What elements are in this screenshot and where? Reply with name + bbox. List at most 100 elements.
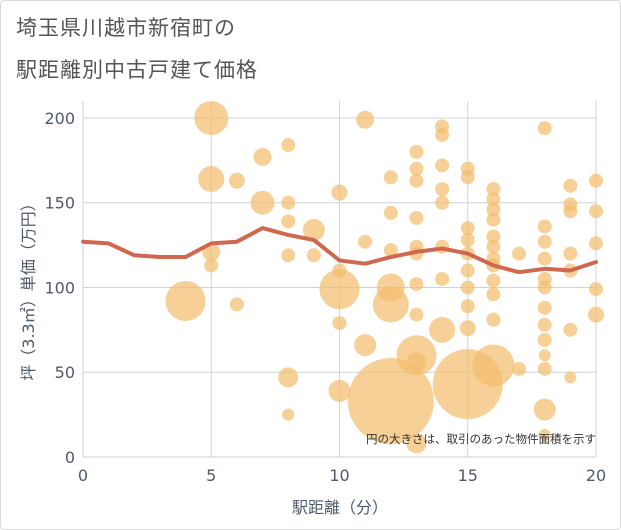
bubble-point: [537, 234, 552, 249]
bubble-point: [253, 147, 272, 166]
bubble-point: [460, 161, 475, 176]
chart-title-line1: 埼玉県川越市新宿町の: [16, 16, 236, 40]
bubble-point: [537, 272, 552, 286]
x-tick-label: 5: [206, 466, 216, 485]
bubble-point: [347, 358, 434, 445]
bubble-point: [409, 144, 424, 159]
bubble-point: [319, 269, 360, 310]
bubble-point: [537, 333, 552, 348]
bubble-point: [332, 263, 347, 278]
average-line-group: [81, 226, 598, 275]
bubble-point: [435, 195, 450, 210]
bubble-point: [589, 204, 603, 219]
bubble-point: [460, 221, 475, 236]
bubble-point: [486, 287, 501, 302]
bubble-point: [537, 219, 552, 234]
bubble-point: [537, 361, 552, 376]
bubble-point: [328, 379, 351, 402]
bubble-point: [331, 184, 348, 201]
bubble-point: [278, 367, 299, 388]
bubble-point: [537, 317, 552, 332]
y-tick-label: 0: [65, 448, 75, 467]
bubble-point: [332, 316, 347, 331]
bubble-point: [435, 182, 450, 197]
bubble-point: [563, 246, 578, 261]
bubble-point: [486, 202, 501, 217]
y-tick-label: 100: [44, 278, 75, 297]
bubble-point: [589, 236, 603, 251]
bubble-point: [409, 307, 424, 322]
y-axis-label: 坪（3.3㎡）単価（万円）: [19, 195, 38, 380]
x-axis-label: 駅距離（分）: [292, 498, 388, 517]
bubble-point: [538, 428, 551, 441]
bubble-point: [409, 210, 424, 225]
bubble-point: [460, 263, 475, 278]
bubble-point: [589, 173, 603, 188]
bubble-point: [281, 214, 296, 229]
bubble-point: [306, 248, 321, 263]
bubble-point: [460, 299, 475, 314]
bubble-point: [406, 352, 427, 373]
bubble-point: [409, 161, 424, 176]
bubble-point: [460, 280, 475, 295]
bubble-point: [460, 233, 475, 248]
bubble-point: [204, 258, 219, 273]
bubble-point: [459, 320, 476, 337]
bubble-point: [563, 197, 578, 212]
bubble-point: [486, 273, 501, 288]
bubble-point: [435, 158, 450, 173]
bubble-point: [281, 248, 296, 263]
bubble-point: [589, 282, 603, 297]
y-tick-label: 200: [44, 109, 75, 128]
bubble-point: [409, 277, 424, 292]
bubble-point: [354, 334, 377, 357]
bubble-point: [383, 205, 398, 220]
bubble-point: [383, 243, 398, 258]
bubble-point: [228, 172, 245, 189]
bubble-point: [564, 371, 577, 384]
bubble-point: [435, 272, 450, 286]
average-price-line: [81, 226, 598, 275]
bubble-point: [537, 251, 552, 266]
bubble-point: [356, 110, 375, 129]
bubble-point: [165, 281, 206, 322]
bubble-point: [409, 173, 424, 188]
bubble-point: [281, 138, 296, 153]
bubble-point: [383, 170, 398, 185]
size-note: 円の大きさは、取引のあった物件面積を示す: [366, 432, 596, 446]
bubble-point: [472, 344, 515, 387]
bubble-point: [588, 306, 604, 323]
x-tick-label: 15: [458, 466, 478, 485]
bubble-point: [229, 297, 244, 312]
bubble-point: [198, 165, 225, 192]
bubble-point: [406, 433, 427, 454]
bubble-point: [486, 312, 501, 327]
bubble-point: [512, 246, 527, 261]
bubble-point: [486, 229, 501, 244]
bubble-point: [281, 195, 296, 210]
bubble-point: [358, 234, 373, 249]
bubble-point: [486, 182, 501, 197]
bubble-point: [538, 349, 551, 362]
chart-title-line2: 駅距離別中古戸建て価格: [16, 58, 258, 82]
bubble-point: [194, 100, 229, 135]
bubble-point: [486, 212, 501, 227]
x-tick-label: 20: [586, 466, 606, 485]
bubble-point: [563, 178, 578, 193]
bubble-point: [486, 192, 501, 207]
bubble-point: [537, 121, 552, 136]
bubbles: [165, 100, 604, 454]
bubble-point: [429, 316, 456, 343]
bubble-point: [435, 119, 450, 134]
bubble-point: [563, 322, 578, 337]
y-tick-label: 50: [55, 363, 75, 382]
bubble-point: [512, 361, 527, 376]
bubble-point: [302, 218, 325, 241]
x-tick-label: 0: [78, 466, 88, 485]
bubble-point: [537, 300, 552, 315]
bubble-point: [533, 398, 556, 421]
y-tick-label: 150: [44, 194, 75, 213]
